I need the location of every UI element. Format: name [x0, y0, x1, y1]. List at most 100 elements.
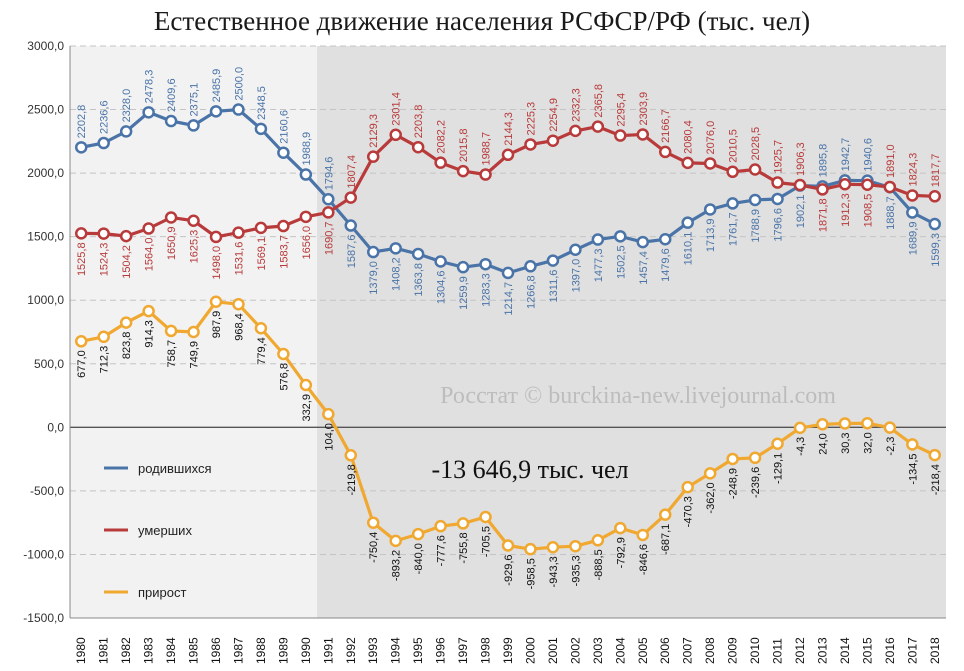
- data-point-deaths: [299, 210, 313, 224]
- data-point-growth: [322, 407, 335, 421]
- data-label: -755,8: [458, 532, 470, 563]
- data-point-births: [119, 125, 133, 138]
- data-point-growth: [546, 540, 560, 554]
- data-point-deaths: [209, 230, 223, 244]
- x-tick-label: 1992: [344, 637, 358, 664]
- data-point-deaths: [479, 168, 492, 181]
- data-label: 2203,8: [413, 105, 425, 139]
- data-point-births: [299, 168, 313, 181]
- data-label: 2332,3: [570, 88, 582, 122]
- data-label: -840,0: [413, 543, 425, 574]
- data-label: 1925,7: [773, 140, 785, 174]
- y-tick-label: -500,0: [30, 484, 64, 498]
- data-label: 2409,6: [166, 78, 178, 112]
- data-label: 1794,6: [323, 157, 335, 191]
- data-point-deaths: [726, 165, 739, 179]
- data-label: 2076,0: [705, 121, 717, 155]
- data-point-births: [524, 260, 537, 273]
- data-label: 2348,5: [256, 86, 268, 120]
- data-point-growth: [142, 304, 155, 318]
- data-point-births: [501, 266, 515, 280]
- y-tick-label: 2000,0: [27, 166, 64, 180]
- x-tick-label: 1990: [299, 637, 313, 664]
- legend-label-growth: прирост: [138, 585, 186, 600]
- data-label: -687,1: [660, 524, 672, 555]
- data-label: 1656,0: [301, 226, 313, 260]
- y-tick-label: 2500,0: [27, 103, 64, 117]
- data-label: 1525,8: [76, 242, 88, 276]
- data-label: 1908,5: [862, 194, 874, 228]
- data-label: 1988,7: [481, 132, 493, 166]
- data-label: 758,7: [166, 340, 178, 368]
- data-point-deaths: [254, 221, 268, 235]
- data-point-growth: [838, 417, 852, 430]
- data-label: 24,0: [817, 433, 829, 454]
- data-label: 1587,6: [346, 235, 358, 269]
- data-point-growth: [74, 335, 88, 348]
- x-tick-label: 1997: [456, 637, 470, 664]
- data-label: 2225,3: [525, 102, 537, 136]
- data-label: 1817,7: [930, 154, 942, 188]
- data-point-deaths: [771, 176, 784, 189]
- data-label: 779,4: [256, 337, 268, 365]
- x-tick-label: 2011: [771, 638, 785, 664]
- data-point-growth: [97, 330, 110, 344]
- data-point-deaths: [658, 145, 672, 159]
- data-label: 1397,0: [570, 259, 582, 293]
- data-point-births: [569, 243, 582, 257]
- data-label: 2166,7: [660, 109, 672, 143]
- x-tick-label: 1982: [119, 637, 133, 664]
- data-point-growth: [187, 325, 200, 339]
- legend-label-deaths: умерших: [138, 523, 192, 538]
- data-point-deaths: [793, 178, 807, 192]
- data-point-growth: [793, 421, 807, 435]
- legend: родившихся умерших прирост: [104, 461, 212, 600]
- data-label: 1259,9: [458, 276, 470, 310]
- x-tick-label: 2016: [883, 637, 897, 664]
- data-label: 2160,6: [278, 110, 290, 144]
- x-tick-label: 1996: [434, 637, 448, 664]
- data-label: 1479,6: [660, 248, 672, 282]
- data-point-births: [254, 122, 268, 136]
- data-label: 2028,5: [750, 127, 762, 161]
- data-point-births: [614, 230, 627, 243]
- data-point-deaths: [389, 128, 402, 142]
- data-point-deaths: [322, 206, 335, 219]
- data-label: -750,4: [368, 532, 380, 563]
- data-label: 1788,9: [750, 209, 762, 243]
- data-point-deaths: [456, 164, 470, 178]
- data-label: 1266,8: [525, 275, 537, 309]
- data-point-births: [187, 119, 200, 132]
- data-point-births: [142, 106, 155, 119]
- data-point-deaths: [591, 120, 605, 133]
- data-label: 1524,3: [99, 243, 111, 277]
- data-point-growth: [771, 437, 784, 450]
- data-point-births: [748, 193, 762, 207]
- x-tick-label: 1981: [97, 637, 111, 664]
- data-point-growth: [883, 421, 897, 434]
- data-point-deaths: [277, 219, 290, 233]
- data-label: 1583,7: [278, 235, 290, 269]
- data-point-births: [164, 114, 178, 128]
- data-label: 2301,4: [391, 92, 403, 126]
- data-label: 1498,0: [211, 246, 223, 280]
- data-label: 30,3: [840, 432, 852, 453]
- x-tick-label: 1995: [411, 637, 425, 664]
- data-point-growth: [299, 378, 313, 392]
- data-point-deaths: [883, 180, 897, 194]
- data-label: 1824,3: [907, 153, 919, 187]
- data-point-deaths: [703, 157, 717, 170]
- data-label: 1408,2: [391, 257, 403, 291]
- x-tick-label: 2004: [613, 637, 627, 664]
- data-label: 1902,1: [795, 195, 807, 229]
- data-label: 1531,6: [233, 242, 245, 276]
- data-point-deaths: [928, 190, 942, 203]
- data-label: -792,9: [615, 537, 627, 568]
- data-label: 677,0: [76, 350, 88, 378]
- x-tick-label: 1986: [209, 637, 223, 664]
- data-point-births: [277, 146, 290, 159]
- data-label: -134,5: [907, 453, 919, 484]
- data-point-growth: [591, 534, 605, 547]
- x-tick-label: 2005: [636, 637, 650, 664]
- data-point-growth: [277, 347, 290, 361]
